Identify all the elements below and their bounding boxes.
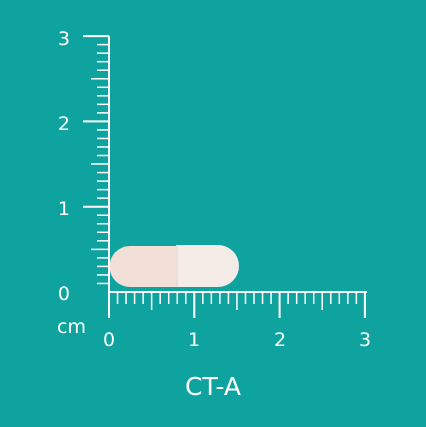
y-label-3: 3 xyxy=(58,28,70,50)
horizontal-ruler-ticks xyxy=(108,292,366,318)
capsule-cap xyxy=(176,245,239,287)
product-code: CT-A xyxy=(185,372,241,401)
y-label-2: 2 xyxy=(58,113,70,135)
unit-label: cm xyxy=(57,316,86,338)
capsule xyxy=(109,245,239,287)
y-label-1: 1 xyxy=(58,198,70,220)
x-label-1: 1 xyxy=(188,329,200,351)
y-label-0: 0 xyxy=(58,283,70,305)
x-label-2: 2 xyxy=(274,329,286,351)
vertical-ruler-ticks xyxy=(83,35,109,285)
x-label-0: 0 xyxy=(103,329,115,351)
capsule-body xyxy=(109,246,178,287)
x-label-3: 3 xyxy=(359,329,371,351)
